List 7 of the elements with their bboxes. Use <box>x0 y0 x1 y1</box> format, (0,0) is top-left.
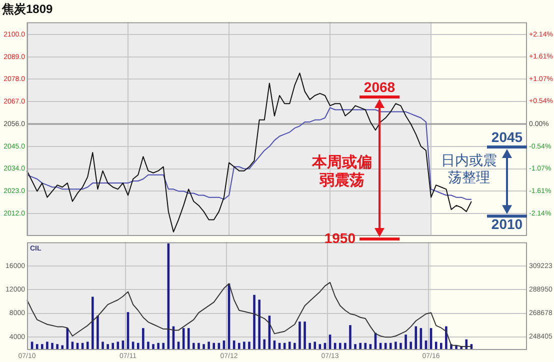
annotation: 2068 <box>364 78 396 95</box>
annotation: 本周或偏弱震荡 <box>311 152 372 189</box>
annotation: 日内或震荡整理 <box>441 152 497 186</box>
annotation: 2010 <box>491 216 523 232</box>
chart-title: 焦炭1809 <box>2 1 53 18</box>
annotation: 1950 <box>324 230 356 246</box>
annotation: 2045 <box>491 128 523 145</box>
